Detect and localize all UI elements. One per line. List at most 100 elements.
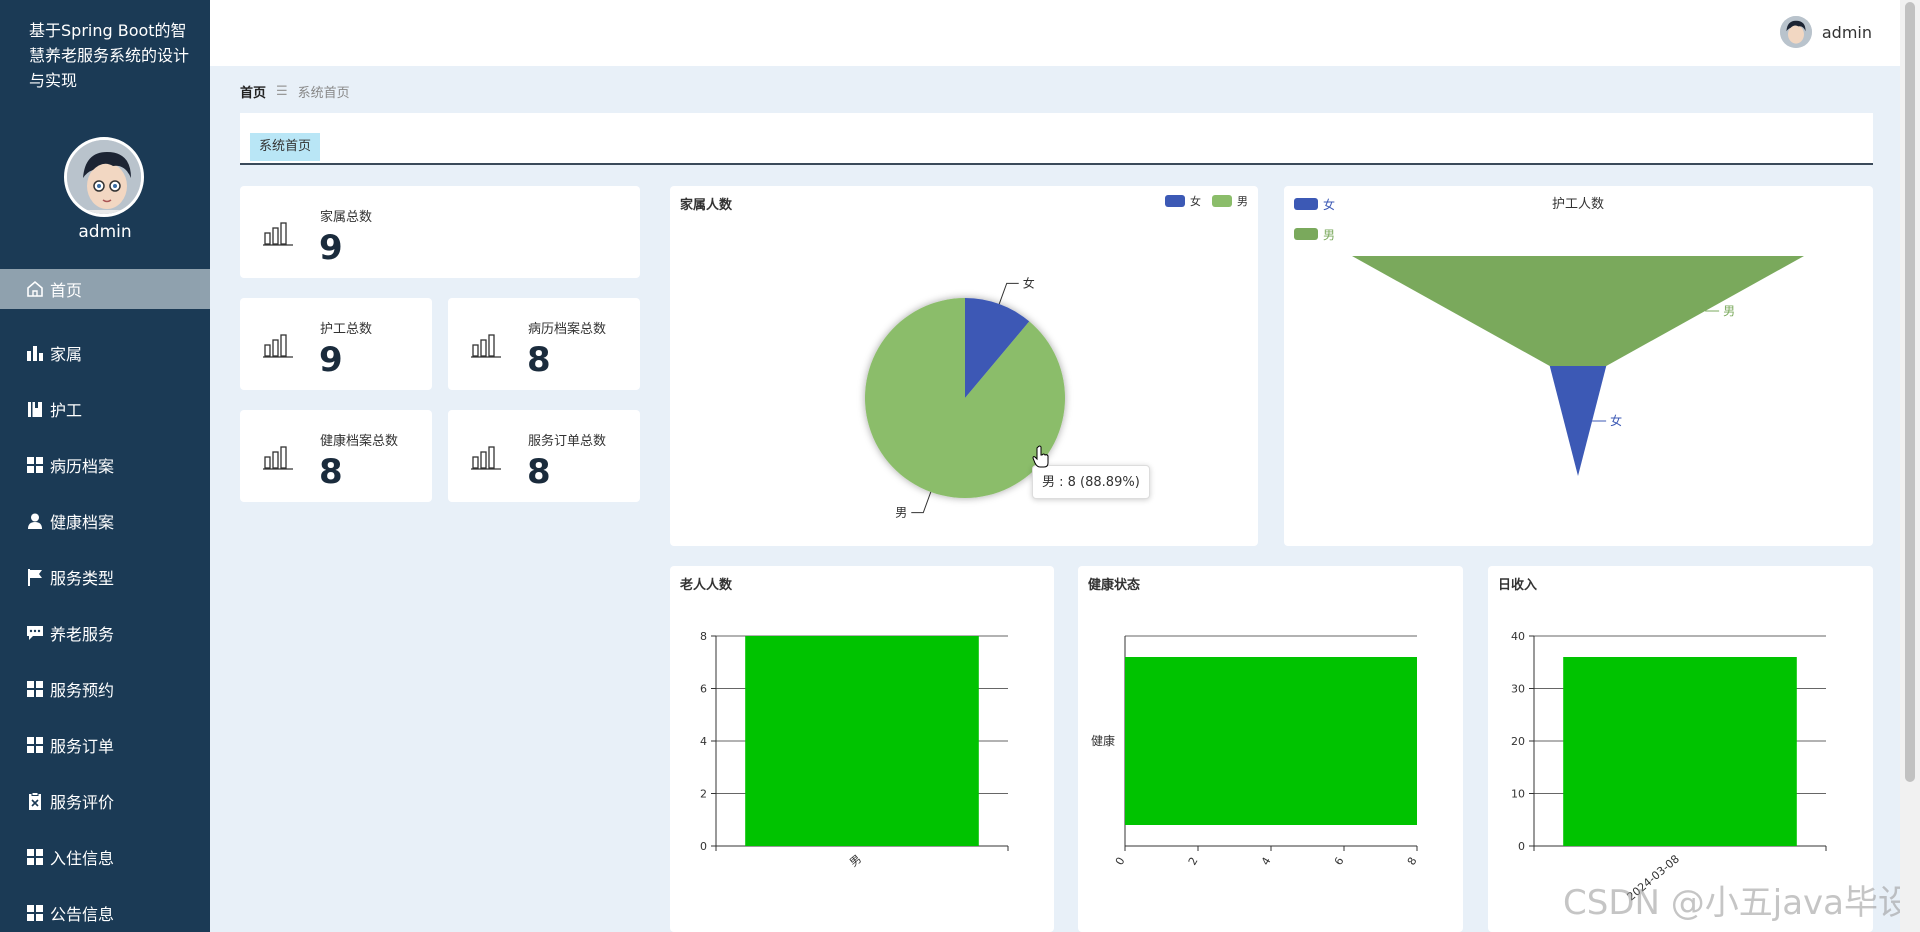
sidebar-item-label: 服务类型 (50, 569, 115, 588)
x-tick-label: 6 (1332, 855, 1347, 868)
tab-bar: 系统首页 (240, 113, 1873, 165)
stat-value: 9 (319, 228, 343, 268)
grid-icon (25, 847, 45, 867)
legend-entry[interactable]: 女 (1323, 197, 1335, 212)
y-tick-label: 0 (1518, 840, 1525, 853)
sidebar-item-caregiver[interactable]: 护工 (0, 381, 210, 437)
chart-title: 日收入 (1498, 578, 1538, 593)
bar[interactable] (1125, 657, 1417, 825)
funnel-segment-label: 女 (1610, 413, 1622, 428)
avatar-image-icon (1779, 16, 1812, 48)
funnel-segment[interactable] (1549, 366, 1607, 476)
x-tick-label: 4 (1259, 855, 1274, 868)
funnel-segment-label: 男 (1723, 304, 1735, 318)
chart-card-elderly-count: 老人人数 0 2 4 6 8 男 (670, 566, 1054, 932)
stat-label: 病历档案总数 (528, 322, 607, 337)
bar[interactable] (745, 636, 979, 846)
avatar-image-icon (67, 140, 141, 214)
funnel-legend: 女 男 (1294, 197, 1335, 242)
chart-tooltip: 男 : 8 (88.89%) (1032, 465, 1150, 499)
pie-legend: 女 男 (1165, 194, 1248, 208)
stat-card-family-total: 家属总数 9 (240, 186, 640, 278)
pie-chart[interactable]: 女 男 女男 (670, 186, 1258, 546)
bar-chart-icon (471, 334, 501, 358)
funnel-segment[interactable] (1352, 256, 1804, 366)
sidebar-item-service-types[interactable]: 服务类型 (0, 549, 210, 605)
y-tick-label: 30 (1511, 683, 1525, 696)
y-tick-label: 4 (700, 735, 707, 748)
sidebar-item-label: 公告信息 (50, 905, 115, 924)
legend-entry[interactable]: 男 (1323, 228, 1335, 242)
chart-title: 健康状态 (1088, 578, 1141, 593)
sidebar-item-elderly-services[interactable]: 养老服务 (0, 605, 210, 661)
x-tick-label: 男 (847, 852, 864, 869)
stat-label: 家属总数 (320, 210, 373, 225)
breadcrumb-home[interactable]: 首页 (240, 86, 267, 101)
sidebar-menu: 首页 家属 护工 病历档案 健康档案 (0, 269, 210, 932)
sidebar-item-health-records[interactable]: 健康档案 (0, 493, 210, 549)
y-tick-label: 2 (700, 788, 707, 801)
sidebar-item-service-booking[interactable]: 服务预约 (0, 661, 210, 717)
y-tick-label: 40 (1511, 630, 1525, 643)
sidebar-username: admin (78, 222, 132, 242)
sidebar-item-service-orders[interactable]: 服务订单 (0, 717, 210, 773)
stat-label: 健康档案总数 (320, 434, 399, 449)
stat-label: 护工总数 (320, 322, 373, 337)
sidebar-item-label: 入住信息 (50, 849, 115, 868)
scrollbar-thumb[interactable] (1905, 2, 1915, 782)
stat-card-service-orders-total: 服务订单总数 8 (448, 410, 640, 502)
bar-chart-health[interactable]: 0 2 4 6 8 健康 (1078, 566, 1463, 932)
y-tick-label: 6 (700, 683, 707, 696)
x-tick-label: 2 (1186, 855, 1201, 868)
sidebar-item-home[interactable]: 首页 (0, 269, 210, 309)
chart-card-daily-income: 日收入 0 10 20 30 40 2024-03-08 (1488, 566, 1873, 932)
stat-card-caregiver-total: 护工总数 9 (240, 298, 432, 390)
tab-system-home[interactable]: 系统首页 (250, 133, 321, 161)
legend-entry[interactable]: 男 (1237, 195, 1248, 208)
top-bar: admin (210, 0, 1900, 66)
chart-title: 老人人数 (680, 578, 733, 593)
stat-card-health-records-total: 健康档案总数 8 (240, 410, 432, 502)
bar-chart-icon (263, 446, 293, 470)
user-menu[interactable]: admin (1779, 16, 1872, 48)
sidebar-item-label: 服务订单 (50, 737, 115, 756)
bar-chart-icon (263, 222, 293, 246)
bar[interactable] (1563, 657, 1797, 846)
sidebar-item-label: 服务评价 (50, 793, 115, 812)
chat-icon (25, 623, 45, 643)
vertical-scrollbar[interactable] (1900, 0, 1920, 932)
stat-label: 服务订单总数 (528, 434, 607, 449)
sidebar-item-medical-records[interactable]: 病历档案 (0, 437, 210, 493)
pie-slice-label: 女 (1023, 275, 1035, 290)
pie-slice[interactable] (865, 298, 1065, 499)
legend-entry[interactable]: 女 (1190, 194, 1201, 208)
sidebar-item-check-in[interactable]: 入住信息 (0, 829, 210, 885)
home-icon (25, 279, 45, 299)
legend-swatch (1165, 195, 1185, 207)
sidebar-item-family[interactable]: 家属 (0, 325, 210, 381)
pie-slice[interactable] (965, 298, 1030, 398)
stat-value: 8 (527, 452, 551, 492)
bar-chart-icon (471, 446, 501, 470)
legend-swatch (1294, 228, 1318, 240)
breadcrumb-current: 系统首页 (297, 86, 350, 101)
x-tick-label: 0 (1113, 855, 1128, 868)
funnel-chart[interactable]: 护工人数 女 男 男女 (1284, 186, 1873, 546)
sidebar-item-label: 病历档案 (50, 457, 115, 476)
sidebar-item-announcements[interactable]: 公告信息 (0, 885, 210, 932)
y-tick-label: 健康 (1091, 733, 1115, 748)
sidebar-item-service-reviews[interactable]: 服务评价 (0, 773, 210, 829)
bar-chart-elderly[interactable]: 0 2 4 6 8 男 (670, 566, 1054, 932)
menu-lines-icon: ☰ (276, 84, 288, 99)
chart-card-caregiver-count: 护工人数 女 男 男女 (1284, 186, 1873, 546)
pie-label-line (998, 282, 1019, 305)
x-tick-label: 8 (1405, 855, 1420, 868)
chart-card-family-count: 家属人数 女 男 女男 男 : 8 (88.89%) (670, 186, 1258, 546)
chart-title: 护工人数 (1552, 197, 1604, 212)
y-tick-label: 20 (1511, 735, 1525, 748)
sidebar-item-label: 护工 (50, 401, 83, 420)
hand-cursor-icon (1032, 445, 1049, 468)
pie-slice-label: 男 (895, 506, 907, 520)
watermark: CSDN @小五java毕设 (1563, 883, 1912, 923)
